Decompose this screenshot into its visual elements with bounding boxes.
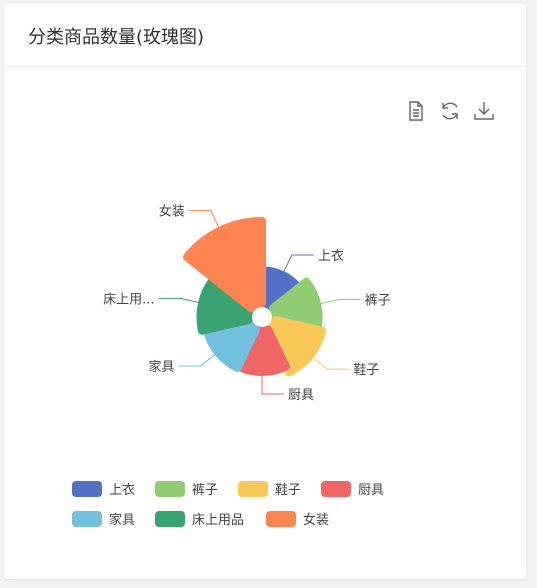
rose-slice[interactable] [264, 316, 327, 377]
save-image-icon[interactable] [472, 99, 496, 123]
label-line [282, 254, 314, 274]
legend-swatch [321, 481, 351, 497]
card-body: 上衣 裤子 鞋子 厨具 家具 床上用... 女装 上衣 裤子 鞋子 厨具 家具 床上用品 女装 [4, 67, 526, 579]
legend-swatch [72, 481, 102, 497]
legend-label: 厨具 [358, 483, 384, 498]
legend-swatch [238, 481, 268, 497]
rose-slice[interactable] [202, 316, 260, 373]
data-view-icon[interactable] [404, 99, 428, 123]
legend-item[interactable]: 上衣 [72, 481, 135, 498]
slice-label: 床上用... [103, 292, 154, 307]
chart-card: 分类商品数量(玫瑰图) 上衣 裤子 鞋子 厨具 家具 床上用... 女装 上衣 裤子 鞋子 厨具 家具… [4, 3, 526, 579]
card-title: 分类商品数量(玫瑰图) [4, 3, 526, 67]
label-line [158, 297, 201, 304]
legend-label: 床上用品 [192, 513, 244, 528]
legend-label: 裤子 [192, 483, 218, 498]
rose-slice[interactable] [196, 274, 256, 335]
legend-swatch [155, 481, 185, 497]
legend-item[interactable]: 厨具 [321, 481, 384, 498]
legend-item[interactable]: 女装 [266, 511, 329, 528]
legend-label: 女装 [303, 512, 329, 528]
legend-item[interactable]: 家具 [72, 511, 135, 528]
label-line [188, 210, 220, 229]
legend-swatch [266, 511, 296, 527]
label-line [311, 356, 350, 370]
label-line [261, 374, 284, 395]
chart-toolbox [404, 99, 496, 123]
restore-icon[interactable] [438, 99, 462, 123]
slice-label: 家具 [149, 359, 175, 375]
rose-slices [182, 217, 327, 377]
legend-item[interactable]: 鞋子 [238, 481, 301, 498]
rose-slice[interactable] [182, 217, 266, 313]
slice-label: 鞋子 [353, 362, 379, 378]
label-line [178, 353, 217, 367]
slice-label: 厨具 [288, 388, 314, 403]
legend-item[interactable]: 床上用品 [155, 511, 244, 528]
slice-label: 女装 [159, 204, 185, 220]
legend-item[interactable]: 裤子 [155, 481, 218, 498]
slice-label: 裤子 [365, 294, 391, 309]
legend-label: 鞋子 [275, 482, 301, 498]
legend-swatch [155, 511, 185, 527]
rose-slice[interactable] [268, 277, 323, 334]
legend-swatch [72, 511, 102, 527]
legend-label: 上衣 [109, 482, 135, 498]
label-line [319, 299, 361, 305]
slice-label: 上衣 [318, 248, 344, 264]
legend-label: 家具 [109, 512, 135, 528]
